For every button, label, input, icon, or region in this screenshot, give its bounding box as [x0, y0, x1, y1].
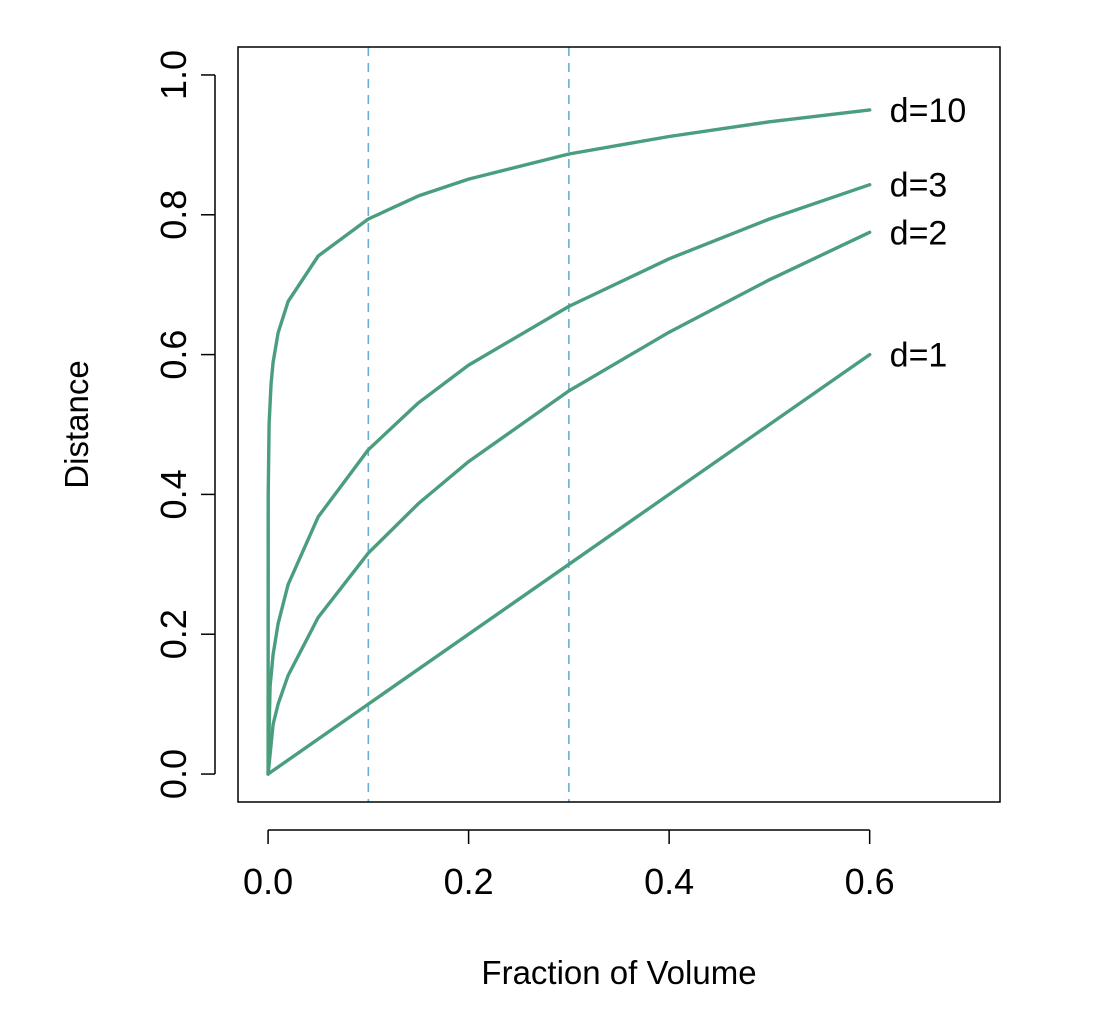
series-label-d3: d=3: [890, 167, 948, 205]
series-line-d2: [266, 230, 872, 776]
x-axis-label: Fraction of Volume: [481, 954, 756, 991]
x-tick-label: 0.6: [845, 861, 895, 902]
y-tick-label: 1.0: [153, 50, 194, 100]
curve-labels: d=1 d=2 d=3 d=10: [890, 92, 967, 375]
y-axis-label: Distance: [58, 360, 95, 488]
y-tick-label: 0.8: [153, 190, 194, 240]
series-line-d1: [266, 352, 872, 776]
series-label-d1: d=1: [890, 337, 948, 375]
y-axis: 0.0 0.2 0.4 0.6 0.8 1.0: [153, 50, 216, 799]
x-tick-label: 0.0: [243, 861, 293, 902]
y-tick-label: 0.0: [153, 749, 194, 799]
y-tick-label: 0.6: [153, 330, 194, 380]
x-tick-label: 0.2: [444, 861, 494, 902]
series-line-d10: [266, 108, 872, 776]
y-tick-label: 0.4: [153, 469, 194, 519]
series-label-d10: d=10: [890, 92, 967, 130]
y-tick-label: 0.2: [153, 609, 194, 659]
x-tick-label: 0.4: [644, 861, 694, 902]
x-axis: 0.0 0.2 0.4 0.6: [243, 829, 895, 902]
plot-frame: [237, 46, 1001, 803]
series-line-d3: [266, 182, 872, 776]
series-label-d2: d=2: [890, 214, 948, 252]
curves: [266, 108, 872, 776]
reference-lines: [367, 47, 570, 802]
